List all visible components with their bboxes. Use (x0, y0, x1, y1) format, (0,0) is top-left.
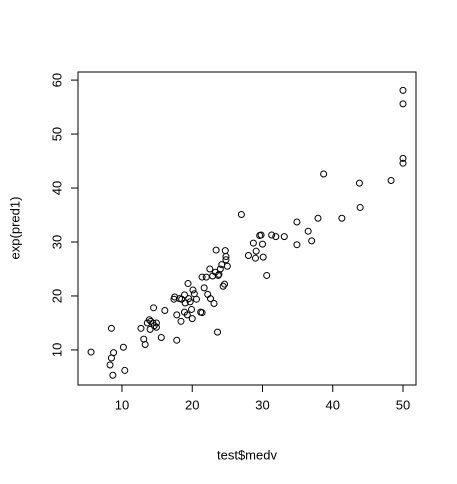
point (293, 218, 301, 226)
point (338, 214, 346, 222)
x-tick-label: 40 (326, 397, 340, 412)
point (173, 336, 181, 344)
point (200, 284, 208, 292)
point (198, 309, 206, 317)
point (314, 214, 322, 222)
point (119, 343, 127, 351)
point (258, 240, 266, 248)
point (251, 254, 259, 262)
point (183, 311, 191, 319)
point (207, 295, 215, 303)
point (137, 324, 145, 332)
point (110, 349, 118, 357)
x-axis-label: test$medv (217, 447, 277, 462)
point (399, 100, 407, 108)
point (356, 203, 364, 211)
point (202, 273, 210, 281)
point (280, 233, 288, 241)
point (107, 324, 115, 332)
point (214, 271, 222, 279)
point (188, 315, 196, 323)
y-tick-label: 60 (49, 73, 64, 87)
point (181, 291, 189, 299)
point (212, 246, 220, 254)
point (192, 295, 200, 303)
point (186, 298, 194, 306)
point (222, 256, 230, 264)
point (141, 341, 149, 349)
x-tick-label: 30 (255, 397, 269, 412)
x-tick-label: 10 (115, 397, 129, 412)
point (109, 371, 117, 379)
y-tick-label: 50 (49, 127, 64, 141)
point (399, 86, 407, 94)
point (221, 247, 229, 255)
point (259, 253, 267, 261)
x-tick-label: 50 (396, 397, 410, 412)
point (152, 319, 160, 327)
point (249, 239, 257, 247)
point (272, 233, 280, 241)
y-tick-label: 20 (49, 289, 64, 303)
plot-box (77, 71, 417, 386)
point (150, 304, 158, 312)
point (216, 265, 224, 273)
point (206, 265, 214, 273)
point (268, 231, 276, 239)
point (320, 170, 328, 178)
point (185, 295, 193, 303)
y-tick-label: 40 (49, 181, 64, 195)
point (152, 323, 160, 331)
point (308, 237, 316, 245)
point (188, 305, 196, 313)
point (189, 286, 197, 294)
point (244, 251, 252, 259)
y-tick-label: 30 (49, 235, 64, 249)
point (106, 361, 114, 369)
point (204, 290, 212, 298)
point (184, 280, 192, 288)
point (121, 366, 129, 374)
point (237, 210, 245, 218)
point (181, 299, 189, 307)
point (263, 271, 271, 279)
point (171, 293, 179, 301)
point (214, 328, 222, 336)
point (399, 154, 407, 162)
point (146, 325, 154, 333)
point (161, 307, 169, 315)
point (87, 348, 95, 356)
x-tick-label: 20 (185, 397, 199, 412)
point (198, 273, 206, 281)
point (252, 247, 260, 255)
point (387, 176, 395, 184)
point (221, 280, 229, 288)
point (177, 317, 185, 325)
point (293, 241, 301, 249)
y-tick-label: 10 (49, 343, 64, 357)
point (257, 231, 265, 239)
point (157, 334, 165, 342)
point (210, 300, 218, 308)
point (399, 159, 407, 167)
point (173, 311, 181, 319)
point (223, 262, 231, 270)
point (355, 179, 363, 187)
point (304, 227, 312, 235)
point (222, 253, 230, 261)
y-axis-label: exp(pred1) (7, 197, 22, 260)
